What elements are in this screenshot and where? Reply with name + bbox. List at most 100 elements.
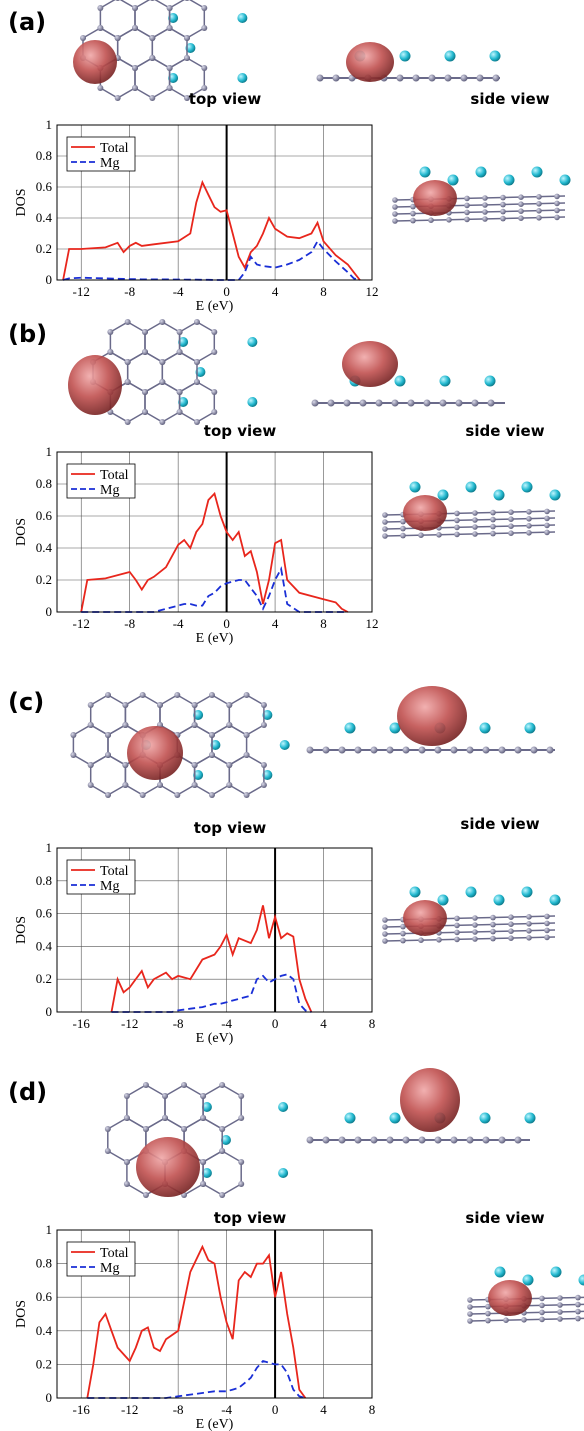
carbon-atom [531,747,538,754]
carbon-atom [400,938,406,944]
legend-label: Total [100,141,129,156]
carbon-ring [118,28,153,68]
carbon-atom [526,530,532,536]
charge-density [488,1280,532,1316]
carbon-atom [192,722,198,728]
carbon-atom [70,732,76,738]
y-tick-label: 0.2 [36,971,52,986]
x-tick-label: -12 [121,1402,138,1417]
legend-label: Mg [100,1261,119,1276]
carbon-atom [454,525,460,531]
carbon-atom [226,722,232,728]
carbon-atom [410,211,416,217]
charge-density [346,42,394,82]
carbon-atom [355,1137,362,1144]
carbon-atom [451,1137,458,1144]
carbon-atom [159,379,165,385]
carbon-atom [167,85,173,91]
y-tick-label: 0.2 [36,572,52,587]
carbon-atom [209,732,215,738]
legend-label: Mg [100,879,119,894]
carbon-atom [557,1295,563,1301]
carbon-atom [194,379,200,385]
carbon-atom [115,0,121,1]
carbon-atom [490,936,496,942]
carbon-atom [575,1316,581,1322]
carbon-atom [544,509,550,515]
carbon-atom [544,914,550,920]
x-tick-label: -8 [173,1016,184,1031]
mg-atom [395,376,406,387]
carbon-atom [464,217,470,223]
view-label: side view [470,90,549,108]
mg-atom [420,167,431,178]
mg-atom [525,723,536,734]
carbon-atom [482,195,488,201]
carbon-atom [557,1302,563,1308]
carbon-atom [392,211,398,217]
view-label: top view [204,422,277,440]
carbon-atom [400,533,406,539]
carbon-atom [454,923,460,929]
carbon-atom [323,747,330,754]
carbon-atom [132,25,138,31]
carbon-atom [312,400,319,407]
carbon-atom [209,792,215,798]
figure: (a)top viewside view(b)top viewside view… [0,0,584,1431]
carbon-atom [446,217,452,223]
carbon-atom [142,329,148,335]
legend-label: Total [100,468,129,483]
carbon-atom [472,517,478,523]
x-tick-label: 0 [272,1402,279,1417]
charge-density [413,180,457,216]
x-tick-label: -8 [124,284,135,299]
carbon-atom [97,85,103,91]
carbon-atom [472,929,478,935]
carbon-atom [419,747,426,754]
carbon-atom [526,509,532,515]
carbon-atom [515,1137,522,1144]
x-tick-label: 8 [320,616,327,631]
carbon-atom [526,928,532,934]
carbon-atom [490,517,496,523]
carbon-atom [177,389,183,395]
carbon-atom [485,1318,491,1324]
mg-atom [494,895,505,906]
carbon-atom [490,510,496,516]
carbon-atom [142,409,148,415]
carbon-atom [461,75,468,82]
carbon-ring [135,58,170,98]
carbon-atom [554,215,560,221]
mg-atom [400,51,411,62]
carbon-atom [464,203,470,209]
carbon-atom [456,400,463,407]
carbon-atom [88,702,94,708]
carbon-atom [124,1181,130,1187]
y-tick-label: 1 [46,840,53,855]
carbon-atom [575,1302,581,1308]
carbon-ring [229,695,264,735]
carbon-atom [140,792,146,798]
carbon-atom [429,75,436,82]
carbon-atom [333,75,340,82]
mg-atom [579,1275,584,1286]
carbon-atom [143,1126,149,1132]
mg-atom [523,1275,534,1286]
y-tick-label: 0.4 [36,938,53,953]
carbon-atom [554,201,560,207]
x-tick-label: -16 [73,1016,91,1031]
carbon-atom [472,400,479,407]
x-tick-label: -12 [73,616,90,631]
carbon-atom [149,35,155,41]
x-tick-label: 4 [272,616,279,631]
carbon-atom [500,216,506,222]
x-axis-label: E (eV) [196,1417,234,1431]
carbon-ring [162,352,197,392]
carbon-atom [467,747,474,754]
carbon-atom [132,65,138,71]
carbon-atom [483,747,490,754]
carbon-atom [159,419,165,425]
y-tick-label: 0.6 [36,906,53,921]
view-label: top view [194,819,267,837]
carbon-atom [194,419,200,425]
